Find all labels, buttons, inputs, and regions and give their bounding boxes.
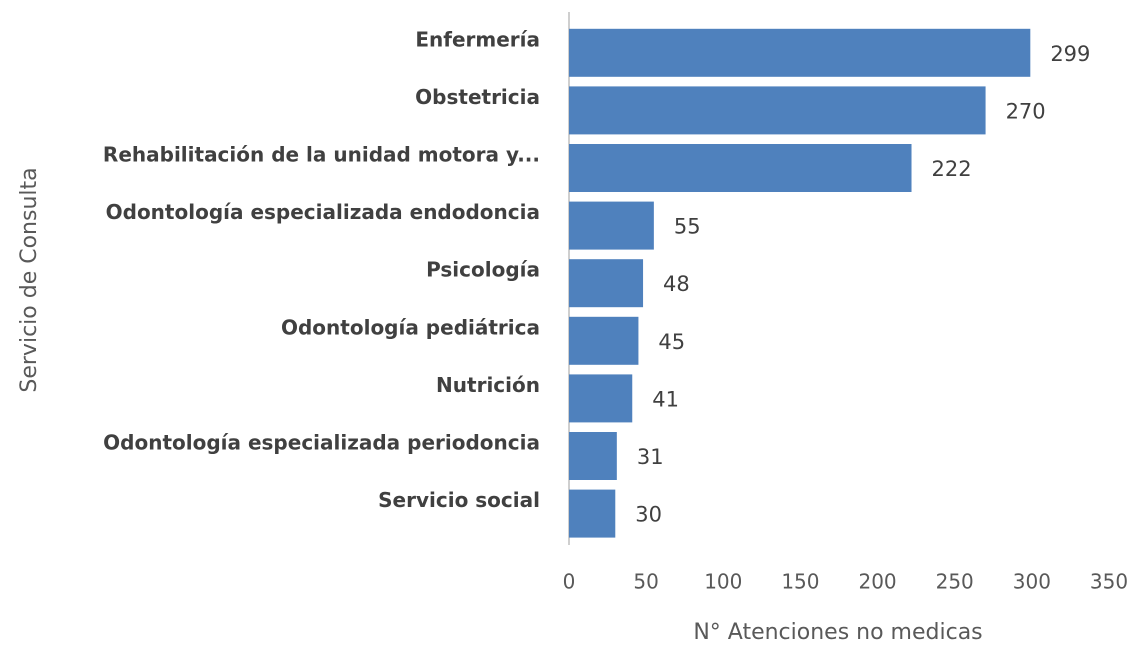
y-tick-label: Obstetricia	[415, 85, 540, 109]
x-tick-label: 100	[704, 570, 742, 594]
data-label: 31	[637, 445, 664, 469]
x-tick-label: 350	[1090, 570, 1128, 594]
x-tick-label: 200	[858, 570, 896, 594]
x-axis-label: N° Atenciones no medicas	[693, 620, 982, 645]
data-label: 45	[658, 330, 685, 354]
bar	[569, 374, 633, 423]
y-tick-label: Enfermería	[415, 27, 540, 51]
y-tick-label: Rehabilitación de la unidad motora y...	[103, 143, 540, 167]
bar	[569, 316, 639, 365]
data-label: 299	[1050, 42, 1090, 66]
bar	[569, 489, 616, 538]
y-tick-label: Psicología	[426, 258, 540, 282]
data-label: 270	[1006, 99, 1046, 123]
data-label: 48	[663, 272, 690, 296]
x-tick-label: 50	[633, 570, 658, 594]
x-tick-label: 0	[563, 570, 576, 594]
data-label: 55	[674, 215, 701, 239]
y-axis-label: Servicio de Consulta	[17, 167, 42, 392]
y-tick-label: Odontología especializada endodoncia	[106, 200, 540, 224]
x-tick-label: 150	[781, 570, 819, 594]
bar	[569, 432, 617, 480]
x-tick-label: 250	[936, 570, 974, 594]
y-tick-label: Nutrición	[436, 373, 540, 397]
bar	[569, 28, 1031, 77]
y-tick-label: Odontología pediátrica	[281, 315, 540, 339]
bar	[569, 259, 644, 308]
bar	[569, 201, 654, 250]
y-tick-label: Odontología especializada periodoncia	[103, 431, 540, 455]
x-tick-label: 300	[1013, 570, 1051, 594]
data-label: 41	[652, 387, 679, 411]
data-label: 222	[932, 157, 972, 181]
data-label: 30	[635, 503, 662, 527]
y-tick-label: Servicio social	[378, 488, 540, 512]
bar	[569, 144, 912, 192]
bar	[569, 86, 986, 135]
